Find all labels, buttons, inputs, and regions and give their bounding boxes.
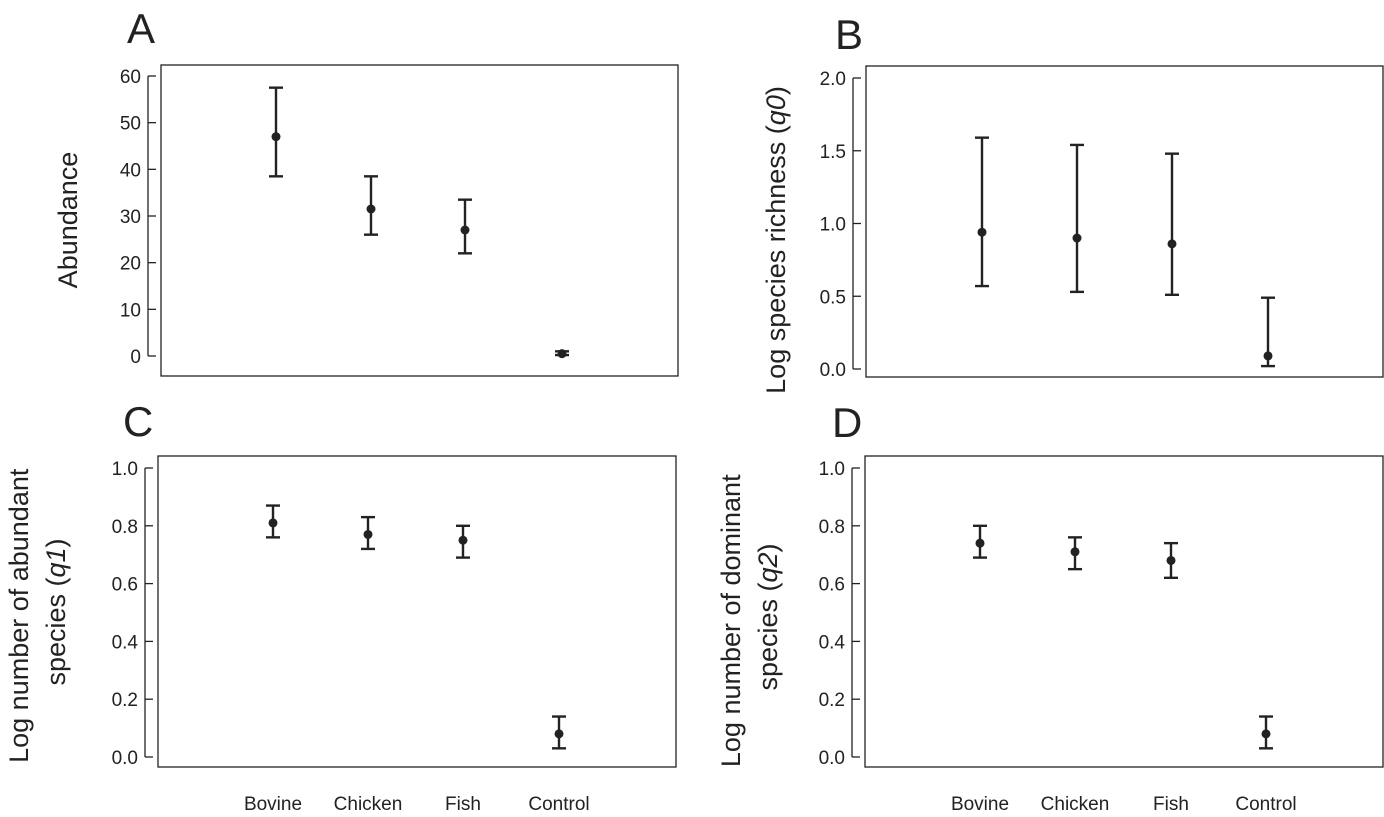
panel-b-y-axis-label-q: q0 xyxy=(761,95,791,125)
panel-b: B Log species richness (q0) 0.0 0.5 1.0 1.5… xyxy=(761,11,1384,394)
panel-c-point-chicken xyxy=(363,529,373,539)
panel-d-point-bovine xyxy=(975,538,985,548)
panel-c-x-tick-label-control: Control xyxy=(528,794,589,815)
panel-d-y-tick-label: 0.0 xyxy=(819,748,845,769)
panel-c-y-tick-label: 1.0 xyxy=(112,459,138,480)
panel-b-y-ticks: 0.0 0.5 1.0 1.5 2.0 xyxy=(820,69,861,381)
panel-b-marks xyxy=(975,136,1275,368)
panel-b-point-control xyxy=(1263,351,1273,361)
panel-c-y-axis-label-line2: species (q1) xyxy=(41,538,71,685)
panel-a-y-tick-label: 10 xyxy=(120,300,141,321)
panel-a-marks xyxy=(269,86,569,359)
panel-b-point-bovine xyxy=(977,227,987,237)
panel-c-y-tick-label: 0.0 xyxy=(112,748,138,769)
panel-a-point-chicken xyxy=(366,204,376,214)
panel-c-y-tick-label: 0.2 xyxy=(112,690,138,711)
panel-d-point-chicken xyxy=(1070,547,1080,557)
panel-a-plot-frame xyxy=(160,64,679,377)
panel-d-y-tick-label: 1.0 xyxy=(819,459,845,480)
panel-d-x-tick-label-fish: Fish xyxy=(1153,794,1189,815)
panel-a-y-tick-label: 20 xyxy=(120,254,141,275)
panel-c-point-bovine xyxy=(268,518,278,528)
panel-b-point-fish xyxy=(1167,239,1177,249)
panel-d-plot-frame xyxy=(864,455,1384,768)
panel-a-y-tick-label: 60 xyxy=(120,67,141,88)
panel-c-x-ticks: Bovine Chicken Fish Control xyxy=(244,794,590,815)
panel-a-y-axis-label: Abundance xyxy=(53,152,83,289)
panel-c-y-tick-label: 0.4 xyxy=(112,632,139,653)
panel-b-y-tick-label: 1.0 xyxy=(820,215,846,236)
panel-d-y-tick-label: 0.2 xyxy=(819,690,845,711)
panel-a-y-tick-label: 30 xyxy=(120,207,141,228)
panel-b-letter: B xyxy=(835,11,863,58)
panel-c-plot-frame xyxy=(157,455,677,768)
panel-c-point-fish xyxy=(458,535,468,545)
panel-a-letter: A xyxy=(127,5,155,52)
panel-d-y-tick-label: 0.6 xyxy=(819,575,845,596)
panel-a: A Abundance 0 10 20 30 40 50 60 xyxy=(53,5,679,377)
panel-b-y-tick-label: 0.0 xyxy=(820,360,846,381)
panel-d-y-axis-label-line1: Log number of dominant xyxy=(716,474,746,767)
panel-d-x-tick-label-control: Control xyxy=(1235,794,1296,815)
panel-b-point-chicken xyxy=(1072,233,1082,243)
panel-c-y-tick-label: 0.6 xyxy=(112,575,138,596)
panel-d: D Log number of dominant species (q2) 0.… xyxy=(716,399,1384,815)
panel-a-y-tick-label: 40 xyxy=(120,160,141,181)
panel-c-letter: C xyxy=(123,398,153,445)
panel-d-point-fish xyxy=(1166,555,1176,565)
panel-a-point-control xyxy=(557,349,567,359)
panel-c-x-tick-label-fish: Fish xyxy=(445,794,481,815)
panel-c-y-ticks: 0.0 0.2 0.4 0.6 0.8 1.0 xyxy=(112,459,153,769)
panel-c-y-axis-label: Log number of abundant species (q1) xyxy=(4,461,71,763)
panel-a-y-tick-label: 50 xyxy=(120,114,141,135)
panel-b-y-axis-label-close: ) xyxy=(761,86,791,95)
panel-a-point-fish xyxy=(460,225,470,235)
panel-c: C Log number of abundant species (q1) 0.… xyxy=(4,398,677,815)
panel-d-y-tick-label: 0.8 xyxy=(819,517,845,538)
panel-c-y-axis-label-line1: Log number of abundant xyxy=(4,468,34,763)
panel-b-plot-frame xyxy=(865,65,1384,378)
panel-a-y-ticks: 0 10 20 30 40 50 60 xyxy=(120,67,156,368)
panel-c-x-tick-label-bovine: Bovine xyxy=(244,794,302,815)
panel-c-y-tick-label: 0.8 xyxy=(112,517,138,538)
panel-b-y-axis-label: Log species richness (q0) xyxy=(761,86,791,394)
panel-b-y-axis-label-text: Log species richness ( xyxy=(761,125,791,394)
panel-b-y-tick-label: 0.5 xyxy=(820,287,846,308)
panel-c-marks xyxy=(266,504,566,750)
panel-d-marks xyxy=(973,524,1273,750)
panel-a-y-tick-label: 0 xyxy=(130,347,141,368)
panel-d-y-ticks: 0.0 0.2 0.4 0.6 0.8 1.0 xyxy=(819,459,860,769)
panel-b-y-tick-label: 2.0 xyxy=(820,69,846,90)
panel-d-y-axis-label-line2: species (q2) xyxy=(753,543,783,690)
panel-c-point-control xyxy=(554,729,564,739)
panel-d-point-control xyxy=(1261,729,1271,739)
panel-d-x-tick-label-bovine: Bovine xyxy=(951,794,1009,815)
panel-a-point-bovine xyxy=(271,132,281,142)
panel-b-y-tick-label: 1.5 xyxy=(820,142,846,163)
panel-d-x-tick-label-chicken: Chicken xyxy=(1041,794,1110,815)
panel-d-x-ticks: Bovine Chicken Fish Control xyxy=(951,794,1297,815)
panel-d-y-axis-label: Log number of dominant species (q2) xyxy=(716,467,783,767)
panel-d-y-tick-label: 0.4 xyxy=(819,632,846,653)
panel-d-letter: D xyxy=(832,399,862,446)
panel-c-x-tick-label-chicken: Chicken xyxy=(334,794,403,815)
